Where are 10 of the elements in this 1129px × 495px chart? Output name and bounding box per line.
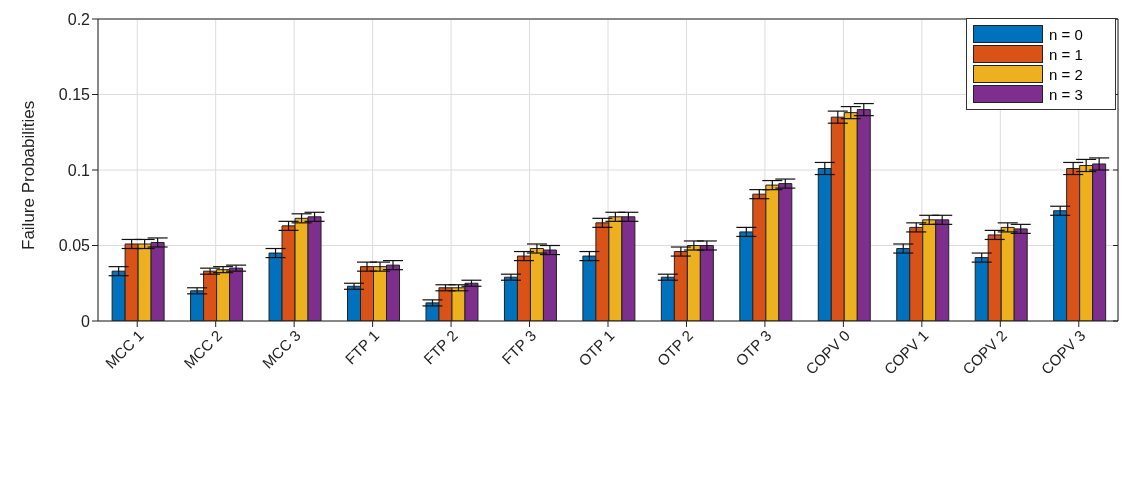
y-tick-label: 0.05 bbox=[58, 237, 91, 255]
y-axis-title: Failure Probabilities bbox=[19, 100, 39, 250]
y-tick-label: 0.1 bbox=[67, 161, 91, 179]
y-tick-label: 0.2 bbox=[67, 10, 91, 28]
y-tick-label: 0 bbox=[81, 312, 91, 330]
legend-label: n = 1 bbox=[1049, 45, 1083, 63]
legend-label: n = 2 bbox=[1049, 65, 1083, 83]
legend-label: n = 0 bbox=[1049, 25, 1083, 43]
legend-label: n = 3 bbox=[1049, 85, 1083, 103]
y-tick-label: 0.15 bbox=[58, 86, 91, 104]
